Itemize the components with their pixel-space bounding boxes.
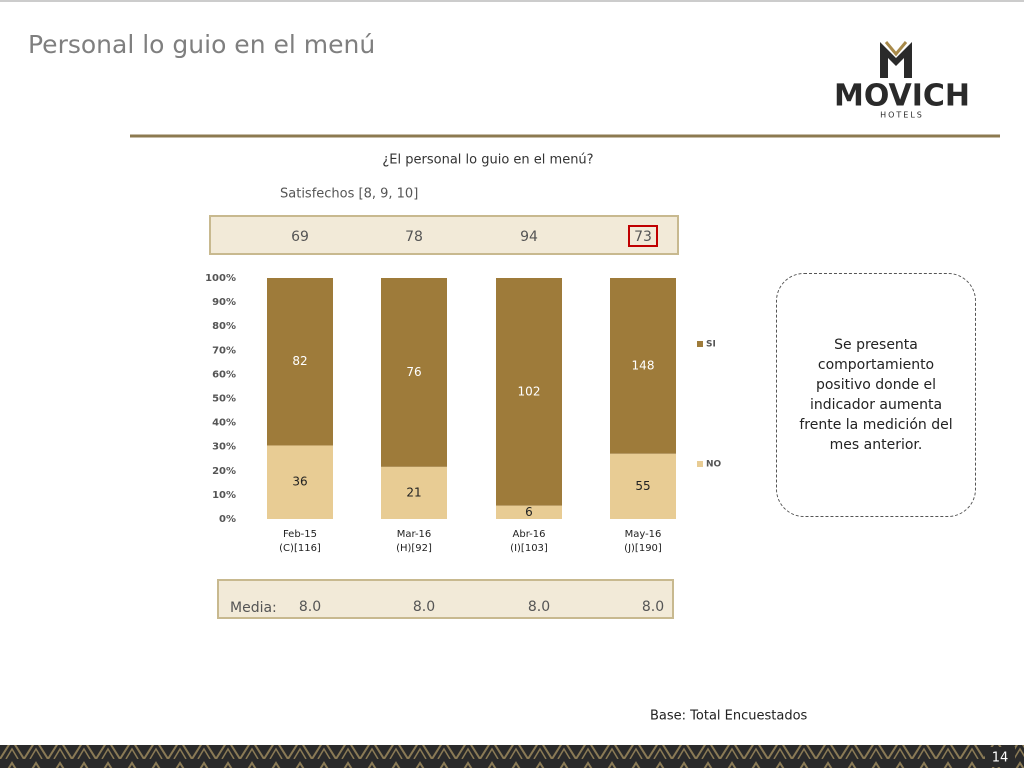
data-label: 82 bbox=[292, 354, 307, 368]
bar-segment bbox=[267, 278, 333, 446]
y-tick-label: 100% bbox=[205, 273, 236, 284]
x-tick-label: May-16 bbox=[625, 529, 662, 540]
bar-segment bbox=[610, 453, 676, 519]
page-bg bbox=[985, 747, 1015, 767]
data-label: 6 bbox=[525, 505, 533, 519]
media-value: 8.0 bbox=[528, 599, 550, 615]
y-tick-label: 70% bbox=[212, 345, 236, 356]
bar-segment bbox=[381, 466, 447, 519]
data-label: 148 bbox=[632, 358, 655, 372]
legend-label: SI bbox=[706, 340, 716, 350]
legend-swatch bbox=[697, 341, 703, 347]
media-value: 8.0 bbox=[299, 599, 321, 615]
satisfied-value: 69 bbox=[291, 229, 309, 245]
x-tick-base: (I)[103] bbox=[510, 543, 548, 554]
data-label: 102 bbox=[518, 384, 541, 398]
legend-label: NO bbox=[706, 460, 722, 470]
media-value: 8.0 bbox=[413, 599, 435, 615]
bar-segment bbox=[267, 445, 333, 519]
satisfied-value: 73 bbox=[634, 229, 652, 245]
logo-mark bbox=[880, 42, 912, 78]
satisfied-band bbox=[209, 215, 679, 255]
data-label: 36 bbox=[292, 475, 307, 489]
y-tick-label: 80% bbox=[212, 321, 236, 332]
x-tick-label: Feb-15 bbox=[283, 529, 317, 540]
y-tick-label: 30% bbox=[212, 442, 236, 453]
y-tick-label: 40% bbox=[212, 418, 236, 429]
media-band bbox=[217, 579, 674, 619]
data-label: 76 bbox=[406, 365, 421, 379]
logo-mark-gold bbox=[884, 41, 908, 57]
satisfied-label: Satisfechos [8, 9, 10] bbox=[280, 187, 418, 202]
media-label: Media: bbox=[230, 600, 277, 616]
y-tick-label: 50% bbox=[212, 394, 236, 405]
bar-segment bbox=[496, 505, 562, 519]
y-tick-label: 20% bbox=[212, 466, 236, 477]
logo-text: MOVICH bbox=[834, 79, 970, 114]
y-tick-label: 90% bbox=[212, 297, 236, 308]
page-number: 14 bbox=[992, 751, 1009, 766]
y-tick-label: 10% bbox=[212, 490, 236, 501]
data-label: 21 bbox=[406, 485, 421, 499]
y-tick-label: 0% bbox=[219, 514, 236, 525]
highlight-box bbox=[628, 225, 658, 247]
chart-title: ¿El personal lo guio en el menú? bbox=[382, 153, 593, 168]
footer-band bbox=[0, 745, 1024, 768]
bar-segment bbox=[381, 278, 447, 467]
base-note: Base: Total Encuestados bbox=[650, 709, 808, 724]
x-tick-base: (C)[116] bbox=[279, 543, 321, 554]
bar-segment bbox=[496, 278, 562, 506]
x-tick-label: Abr-16 bbox=[513, 529, 546, 540]
logo-sub: HOTELS bbox=[880, 111, 924, 120]
comment-box: Se presenta comportamiento positivo dond… bbox=[776, 273, 976, 517]
satisfied-value: 78 bbox=[405, 229, 423, 245]
y-tick-label: 60% bbox=[212, 369, 236, 380]
data-label: 55 bbox=[635, 479, 650, 493]
slide-title: Personal lo guio en el menú bbox=[28, 30, 375, 59]
x-tick-base: (J)[190] bbox=[624, 543, 662, 554]
media-value: 8.0 bbox=[642, 599, 664, 615]
satisfied-value: 94 bbox=[520, 229, 538, 245]
x-tick-label: Mar-16 bbox=[397, 529, 432, 540]
x-tick-base: (H)[92] bbox=[396, 543, 432, 554]
bar-segment bbox=[610, 278, 676, 454]
legend-swatch bbox=[697, 461, 703, 467]
